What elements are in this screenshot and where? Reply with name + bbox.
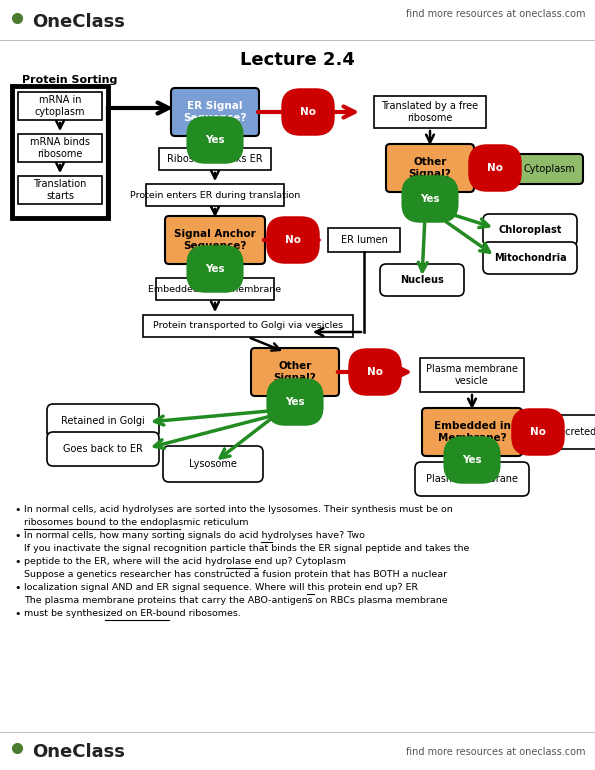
Text: Yes: Yes: [462, 455, 482, 465]
Text: Translation
starts: Translation starts: [33, 179, 87, 201]
Text: mRNA in
cytoplasm: mRNA in cytoplasm: [35, 95, 85, 117]
Text: Nucleus: Nucleus: [400, 275, 444, 285]
FancyBboxPatch shape: [251, 348, 339, 396]
Text: Embedded in ER membrane: Embedded in ER membrane: [148, 284, 281, 293]
Text: •: •: [14, 583, 20, 593]
Text: Suppose a genetics researcher has constructed a fusion protein that has BOTH a n: Suppose a genetics researcher has constr…: [24, 570, 447, 579]
Text: Protein enters ER during translation: Protein enters ER during translation: [130, 190, 300, 199]
Text: OneClass: OneClass: [32, 13, 125, 31]
FancyBboxPatch shape: [171, 88, 259, 136]
Text: The plasma membrane proteins that carry the ABO-antigens on RBCs plasma membrane: The plasma membrane proteins that carry …: [24, 596, 447, 605]
FancyBboxPatch shape: [156, 278, 274, 300]
Text: No: No: [530, 427, 546, 437]
FancyBboxPatch shape: [386, 144, 474, 192]
Text: Secreted: Secreted: [553, 427, 595, 437]
FancyBboxPatch shape: [146, 184, 284, 206]
Text: Yes: Yes: [420, 194, 440, 204]
Text: Other
Signal?: Other Signal?: [274, 361, 317, 383]
FancyBboxPatch shape: [328, 228, 400, 252]
Text: Embedded in
Membrane?: Embedded in Membrane?: [434, 421, 511, 443]
Text: peptide to the ER, where will the acid hydrolase end up? Cytoplasm: peptide to the ER, where will the acid h…: [24, 557, 346, 566]
Text: No: No: [367, 367, 383, 377]
Text: ER Signal
Sequence?: ER Signal Sequence?: [183, 101, 247, 122]
Text: Protein transported to Golgi via vesicles: Protein transported to Golgi via vesicle…: [153, 322, 343, 330]
Text: Retained in Golgi: Retained in Golgi: [61, 416, 145, 426]
FancyBboxPatch shape: [415, 462, 529, 496]
FancyBboxPatch shape: [515, 154, 583, 184]
Text: •: •: [14, 557, 20, 567]
Text: Lysosome: Lysosome: [189, 459, 237, 469]
Text: •: •: [14, 531, 20, 541]
Text: OneClass: OneClass: [32, 743, 125, 761]
Text: localization signal AND and ER signal sequence. Where will this protein end up? : localization signal AND and ER signal se…: [24, 583, 418, 592]
Text: Other
Signal?: Other Signal?: [409, 157, 452, 179]
FancyBboxPatch shape: [483, 242, 577, 274]
Text: find more resources at oneclass.com: find more resources at oneclass.com: [406, 9, 585, 19]
FancyBboxPatch shape: [47, 404, 159, 438]
FancyBboxPatch shape: [159, 148, 271, 170]
FancyBboxPatch shape: [537, 415, 595, 449]
FancyBboxPatch shape: [483, 214, 577, 246]
FancyBboxPatch shape: [47, 432, 159, 466]
Text: In normal cells, how many sorting signals do acid hydrolyses have? Two: In normal cells, how many sorting signal…: [24, 531, 365, 540]
Text: Protein Sorting: Protein Sorting: [22, 75, 117, 85]
Text: ribosomes bound to the endoplasmic reticulum: ribosomes bound to the endoplasmic retic…: [24, 518, 249, 527]
Text: Ribosome docks ER: Ribosome docks ER: [167, 154, 263, 164]
Text: Lecture 2.4: Lecture 2.4: [240, 51, 355, 69]
Text: Signal Anchor
Sequence?: Signal Anchor Sequence?: [174, 229, 256, 251]
Text: Goes back to ER: Goes back to ER: [63, 444, 143, 454]
Text: Chloroplast: Chloroplast: [499, 225, 562, 235]
Text: In normal cells, acid hydrolyses are sorted into the lysosomes. Their synthesis : In normal cells, acid hydrolyses are sor…: [24, 505, 456, 514]
Text: •: •: [14, 609, 20, 619]
FancyBboxPatch shape: [422, 408, 522, 456]
Text: •: •: [14, 505, 20, 515]
Text: Yes: Yes: [205, 135, 225, 145]
Text: ER lumen: ER lumen: [340, 235, 387, 245]
FancyBboxPatch shape: [18, 176, 102, 204]
Text: No: No: [300, 107, 316, 117]
Text: Translated by a free
ribosome: Translated by a free ribosome: [381, 101, 478, 122]
FancyBboxPatch shape: [163, 446, 263, 482]
Text: mRNA binds
ribosome: mRNA binds ribosome: [30, 137, 90, 159]
Text: No: No: [487, 163, 503, 173]
Text: Plasma membrane
vesicle: Plasma membrane vesicle: [426, 364, 518, 386]
Text: Yes: Yes: [285, 397, 305, 407]
FancyBboxPatch shape: [420, 358, 524, 392]
Text: If you inactivate the signal recognition particle that binds the ER signal pepti: If you inactivate the signal recognition…: [24, 544, 469, 553]
FancyBboxPatch shape: [380, 264, 464, 296]
Text: No: No: [285, 235, 301, 245]
FancyBboxPatch shape: [18, 92, 102, 120]
Text: Yes: Yes: [205, 264, 225, 274]
FancyBboxPatch shape: [374, 96, 486, 128]
FancyBboxPatch shape: [18, 134, 102, 162]
FancyBboxPatch shape: [143, 315, 353, 337]
Text: must be synthesized on ER-bound ribosomes.: must be synthesized on ER-bound ribosome…: [24, 609, 241, 618]
Text: Cytoplasm: Cytoplasm: [523, 164, 575, 174]
Text: find more resources at oneclass.com: find more resources at oneclass.com: [406, 747, 585, 757]
Text: Plasma membrane: Plasma membrane: [426, 474, 518, 484]
Text: Mitochondria: Mitochondria: [494, 253, 566, 263]
FancyBboxPatch shape: [165, 216, 265, 264]
